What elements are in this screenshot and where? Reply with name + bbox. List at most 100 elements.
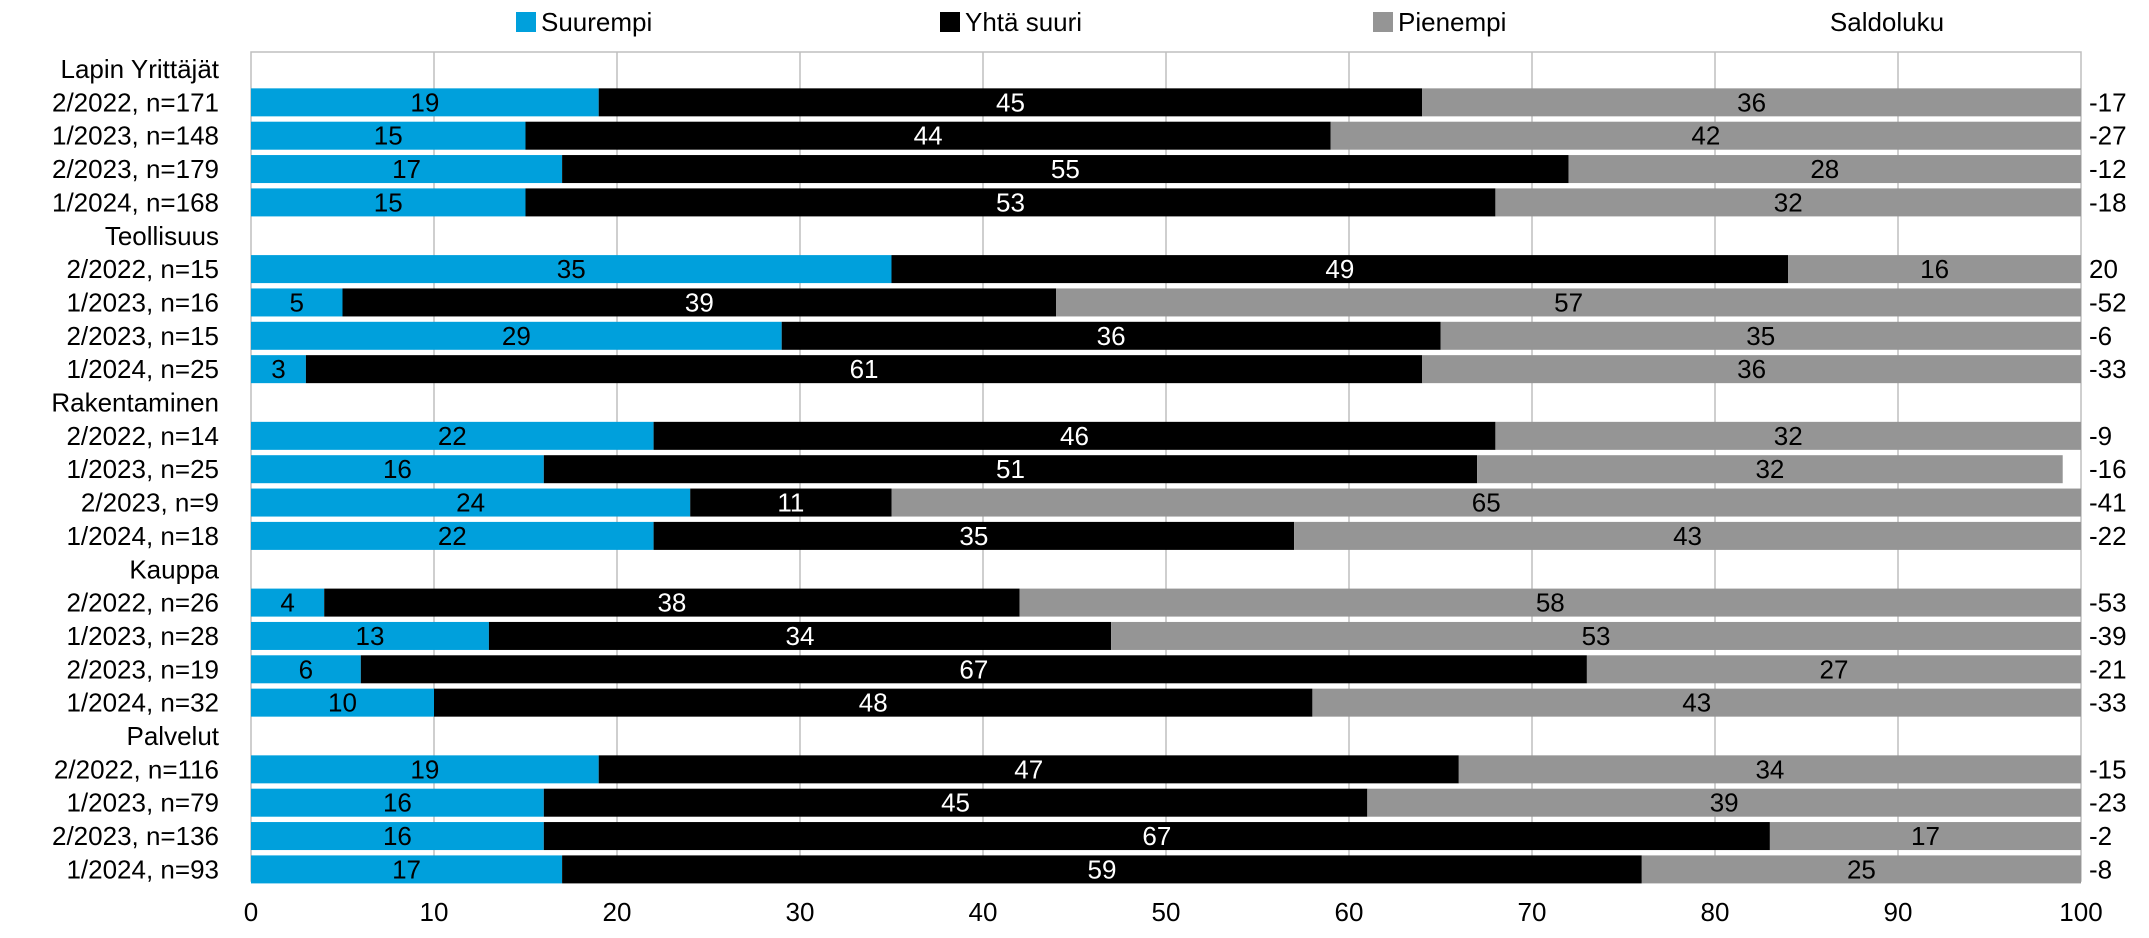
x-tick-label: 100 <box>2059 897 2102 927</box>
bar-segment <box>781 321 1441 350</box>
data-label: 28 <box>1810 154 1839 184</box>
bar-segment <box>251 155 563 184</box>
bar-segment <box>891 255 1789 284</box>
bar-segment <box>251 355 306 384</box>
row-label: 1/2023, n=148 <box>52 121 219 151</box>
bar-segment <box>488 621 1112 650</box>
data-label: 53 <box>996 187 1025 217</box>
bar-segment <box>1769 822 2081 851</box>
bar-segment <box>251 255 892 284</box>
row-label: 2/2022, n=116 <box>54 754 219 784</box>
legend-swatch <box>516 12 536 32</box>
data-label: 36 <box>1737 354 1766 384</box>
bar-segment <box>562 855 1642 884</box>
data-label: 38 <box>657 588 686 618</box>
data-label: 32 <box>1774 421 1803 451</box>
data-label: 39 <box>685 287 714 317</box>
data-label: 3 <box>271 354 285 384</box>
data-label: 16 <box>1920 254 1949 284</box>
bar-segment <box>251 521 654 550</box>
row-label: 1/2024, n=168 <box>52 187 219 217</box>
bar-segment <box>653 521 1295 550</box>
saldo-value: -33 <box>2089 688 2127 718</box>
bar-segment <box>360 655 1587 684</box>
data-label: 16 <box>383 821 412 851</box>
data-label: 35 <box>1746 321 1775 351</box>
legend-label: Pienempi <box>1398 7 1506 37</box>
row-label: 2/2023, n=19 <box>66 654 219 684</box>
data-label: 25 <box>1847 854 1876 884</box>
data-label: 58 <box>1536 588 1565 618</box>
x-tick-label: 70 <box>1518 897 1547 927</box>
data-label: 35 <box>557 254 586 284</box>
data-label: 61 <box>850 354 879 384</box>
row-label: 1/2024, n=93 <box>66 854 219 884</box>
data-label: 44 <box>914 121 943 151</box>
bar-segment <box>251 822 544 851</box>
x-tick-label: 50 <box>1152 897 1181 927</box>
group-label: Rakentaminen <box>51 388 219 418</box>
bar-segment <box>1495 421 2081 450</box>
data-label: 27 <box>1819 654 1848 684</box>
bar-segment <box>690 488 892 517</box>
data-label: 34 <box>1755 754 1784 784</box>
bar-segment <box>1788 255 2081 284</box>
data-label: 22 <box>438 421 467 451</box>
data-label: 36 <box>1737 87 1766 117</box>
row-label: 2/2023, n=179 <box>52 154 219 184</box>
legend-swatch <box>1373 12 1393 32</box>
saldo-value: -17 <box>2089 87 2127 117</box>
bar-segment <box>1367 788 2081 817</box>
bar-segment <box>1440 321 2081 350</box>
bar-segment <box>324 588 1020 617</box>
bar-segment <box>251 321 782 350</box>
data-label: 36 <box>1097 321 1126 351</box>
data-label: 17 <box>392 154 421 184</box>
data-label: 15 <box>374 187 403 217</box>
saldo-value: -12 <box>2089 154 2127 184</box>
data-label: 67 <box>959 654 988 684</box>
data-label: 42 <box>1691 121 1720 151</box>
saldo-value: -9 <box>2089 421 2112 451</box>
saldo-value: -18 <box>2089 187 2127 217</box>
row-label: 2/2022, n=14 <box>66 421 219 451</box>
saldo-value: -33 <box>2089 354 2127 384</box>
row-label: 1/2023, n=79 <box>66 788 219 818</box>
saldo-value: -22 <box>2089 521 2127 551</box>
saldo-value: -21 <box>2089 654 2127 684</box>
data-label: 4 <box>280 588 294 618</box>
saldo-value: -52 <box>2089 287 2127 317</box>
data-label: 19 <box>410 87 439 117</box>
bar-segment <box>434 688 1313 717</box>
saldo-header: Saldoluku <box>1830 7 1944 37</box>
data-label: 65 <box>1472 488 1501 518</box>
bar-segment <box>1458 755 2081 784</box>
bar-segment <box>251 655 361 684</box>
row-label: 1/2023, n=16 <box>66 287 219 317</box>
bar-segment <box>1586 655 2081 684</box>
saldo-value: -15 <box>2089 754 2127 784</box>
bar-segment <box>891 488 2081 517</box>
row-label: 1/2023, n=25 <box>66 454 219 484</box>
bar-segment <box>251 421 654 450</box>
bar-segment <box>251 288 343 317</box>
bar-segment <box>251 855 563 884</box>
saldo-value: -41 <box>2089 488 2127 518</box>
data-label: 19 <box>410 754 439 784</box>
row-label: 2/2022, n=26 <box>66 588 219 618</box>
x-tick-label: 90 <box>1884 897 1913 927</box>
bar-segment <box>1422 88 2081 117</box>
bar-segment <box>543 822 1770 851</box>
data-label: 6 <box>299 654 313 684</box>
bar-segment <box>251 488 691 517</box>
bar-segment <box>1056 288 2081 317</box>
bar-segment <box>653 421 1496 450</box>
group-label: Kauppa <box>129 554 219 584</box>
data-label: 16 <box>383 788 412 818</box>
x-tick-label: 80 <box>1701 897 1730 927</box>
saldo-value: -39 <box>2089 621 2127 651</box>
data-label: 55 <box>1051 154 1080 184</box>
saldo-value: -2 <box>2089 821 2112 851</box>
data-label: 5 <box>290 287 304 317</box>
saldo-value: -27 <box>2089 121 2127 151</box>
